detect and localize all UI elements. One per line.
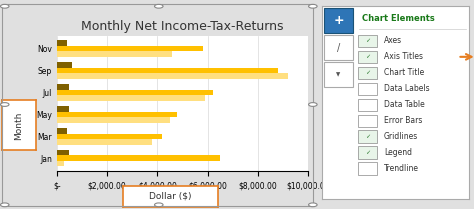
Text: Chart Title: Chart Title — [384, 68, 424, 77]
Bar — [57, 68, 278, 73]
Text: +: + — [333, 14, 344, 27]
FancyBboxPatch shape — [358, 51, 377, 63]
Text: ✓: ✓ — [365, 70, 371, 75]
Text: ▼: ▼ — [337, 72, 341, 77]
Bar — [57, 95, 205, 101]
Text: Error Bars: Error Bars — [384, 116, 422, 125]
Bar — [57, 161, 64, 166]
Text: Data Labels: Data Labels — [384, 84, 429, 93]
Text: Legend: Legend — [384, 148, 412, 157]
FancyBboxPatch shape — [358, 115, 377, 127]
FancyBboxPatch shape — [358, 147, 377, 159]
Bar — [57, 84, 69, 90]
Text: ✓: ✓ — [365, 38, 371, 43]
Text: Axis Titles: Axis Titles — [384, 52, 423, 61]
FancyBboxPatch shape — [358, 67, 377, 79]
Text: Chart Elements: Chart Elements — [362, 14, 435, 23]
Text: Data Table: Data Table — [384, 100, 425, 109]
Text: ✓: ✓ — [365, 54, 371, 59]
FancyBboxPatch shape — [358, 99, 377, 111]
FancyBboxPatch shape — [358, 162, 377, 175]
Bar — [57, 51, 173, 57]
Bar — [57, 46, 202, 51]
FancyBboxPatch shape — [358, 130, 377, 143]
Bar — [57, 41, 67, 46]
Title: Monthly Net Income-Tax-Returns: Monthly Net Income-Tax-Returns — [81, 20, 284, 33]
Bar — [57, 106, 69, 112]
Bar — [57, 139, 152, 145]
Text: /: / — [337, 43, 340, 53]
Text: Month: Month — [15, 111, 23, 140]
Bar — [57, 117, 170, 123]
Bar — [57, 134, 163, 139]
Text: Gridlines: Gridlines — [384, 132, 418, 141]
Text: Axes: Axes — [384, 36, 402, 45]
Text: ✓: ✓ — [365, 134, 371, 139]
FancyBboxPatch shape — [358, 83, 377, 95]
Bar — [57, 155, 220, 161]
Bar — [57, 150, 69, 155]
Bar — [57, 128, 67, 134]
Bar — [57, 90, 213, 95]
Text: ✓: ✓ — [365, 150, 371, 155]
FancyBboxPatch shape — [324, 62, 353, 87]
Bar — [57, 73, 288, 79]
Bar — [57, 112, 177, 117]
Text: Dollar ($): Dollar ($) — [149, 192, 192, 201]
FancyBboxPatch shape — [324, 35, 353, 60]
Bar — [57, 62, 72, 68]
Text: Trendline: Trendline — [384, 164, 419, 173]
FancyBboxPatch shape — [324, 8, 353, 33]
FancyBboxPatch shape — [358, 35, 377, 47]
